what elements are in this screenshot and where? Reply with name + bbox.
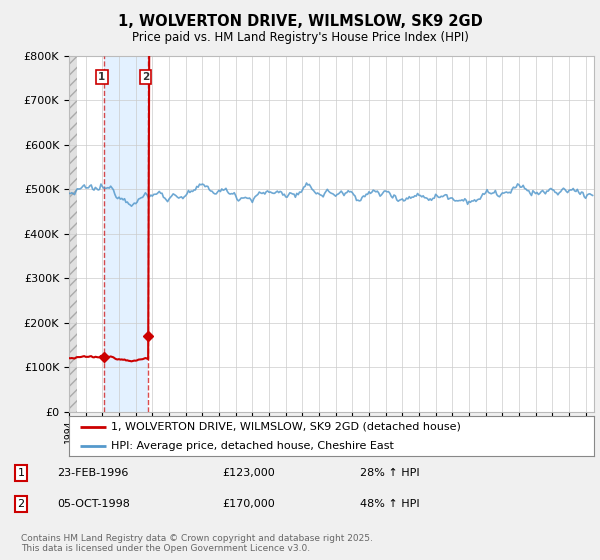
Text: 23-FEB-1996: 23-FEB-1996 xyxy=(57,468,128,478)
Text: 28% ↑ HPI: 28% ↑ HPI xyxy=(360,468,419,478)
Text: 2: 2 xyxy=(142,72,149,82)
Text: 1: 1 xyxy=(17,468,25,478)
Text: 1: 1 xyxy=(98,72,106,82)
Text: 1, WOLVERTON DRIVE, WILMSLOW, SK9 2GD (detached house): 1, WOLVERTON DRIVE, WILMSLOW, SK9 2GD (d… xyxy=(111,422,461,432)
Text: 05-OCT-1998: 05-OCT-1998 xyxy=(57,499,130,509)
Text: 48% ↑ HPI: 48% ↑ HPI xyxy=(360,499,419,509)
Bar xyxy=(69,56,77,412)
Text: £123,000: £123,000 xyxy=(222,468,275,478)
Text: 2: 2 xyxy=(17,499,25,509)
Text: Contains HM Land Registry data © Crown copyright and database right 2025.
This d: Contains HM Land Registry data © Crown c… xyxy=(21,534,373,553)
Text: 1, WOLVERTON DRIVE, WILMSLOW, SK9 2GD: 1, WOLVERTON DRIVE, WILMSLOW, SK9 2GD xyxy=(118,14,482,29)
Text: HPI: Average price, detached house, Cheshire East: HPI: Average price, detached house, Ches… xyxy=(111,441,394,451)
Bar xyxy=(104,56,148,412)
Text: Price paid vs. HM Land Registry's House Price Index (HPI): Price paid vs. HM Land Registry's House … xyxy=(131,31,469,44)
Text: £170,000: £170,000 xyxy=(222,499,275,509)
